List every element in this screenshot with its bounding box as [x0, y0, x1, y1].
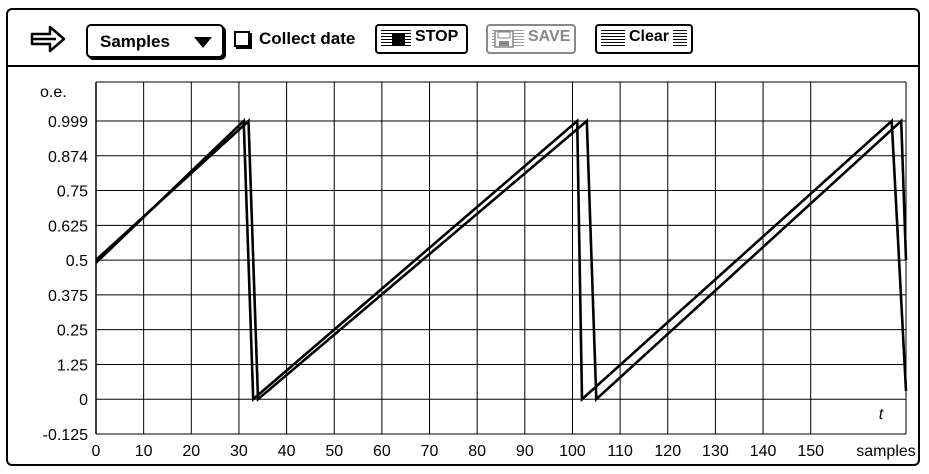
clear-button[interactable]: Clear — [595, 24, 693, 54]
y-tick-label: -0.125 — [43, 427, 88, 444]
x-axis-label: samples — [856, 443, 916, 460]
stop-button-label: STOP — [411, 28, 463, 46]
forward-arrow-icon[interactable] — [28, 23, 68, 55]
app-frame: Samples Collect date STOP SAVE Clear — [6, 8, 920, 466]
clear-button-label: Clear — [625, 28, 674, 46]
x-tick-label: 60 — [373, 443, 391, 460]
t-label: t — [879, 406, 884, 423]
floppy-disk-icon — [494, 30, 514, 48]
x-tick-label: 50 — [325, 443, 343, 460]
y-tick-label: 0.874 — [48, 149, 88, 166]
x-tick-label: 10 — [135, 443, 153, 460]
collect-date-label: Collect date — [259, 29, 356, 48]
y-tick-label: 0 — [79, 392, 88, 409]
y-tick-label: 0.625 — [48, 218, 88, 235]
mode-dropdown[interactable]: Samples — [86, 24, 224, 58]
x-tick-label: 20 — [182, 443, 200, 460]
y-axis-label: o.e. — [40, 84, 67, 101]
series-line-2 — [95, 118, 908, 403]
x-tick-label: 140 — [750, 443, 777, 460]
stop-icon — [392, 33, 405, 46]
stop-button[interactable]: STOP — [375, 24, 468, 54]
y-tick-label: 0.25 — [57, 323, 88, 340]
x-tick-label: 110 — [607, 443, 633, 460]
save-button-label: SAVE — [524, 28, 575, 46]
x-tick-label: 40 — [278, 443, 296, 460]
y-tick-label: 0.999 — [48, 114, 88, 131]
x-tick-label: 70 — [421, 443, 439, 460]
y-tick-label: 0.75 — [57, 184, 88, 201]
x-tick-label: 30 — [230, 443, 248, 460]
x-tick-label: 0 — [92, 443, 101, 460]
x-tick-label: 150 — [797, 443, 824, 460]
x-tick-label: 90 — [516, 443, 534, 460]
chart-labels: 0.9990.8740.750.6250.50.3750.251.250-0.1… — [40, 84, 916, 460]
x-tick-label: 100 — [559, 443, 586, 460]
chart-grid — [95, 81, 907, 435]
toolbar: Samples Collect date STOP SAVE Clear — [8, 10, 918, 64]
x-tick-label: 130 — [702, 443, 729, 460]
toolbar-divider — [8, 65, 918, 67]
save-button[interactable]: SAVE — [486, 24, 576, 54]
y-tick-label: 0.375 — [48, 288, 88, 305]
chart-series — [95, 118, 908, 403]
collect-date-checkbox[interactable] — [234, 31, 250, 47]
mode-dropdown-value: Samples — [100, 32, 170, 51]
y-tick-label: 1.25 — [57, 357, 88, 374]
series-line-1 — [95, 118, 908, 403]
y-tick-label: 0.5 — [66, 253, 88, 270]
x-tick-label: 120 — [654, 443, 681, 460]
x-tick-label: 80 — [468, 443, 486, 460]
chevron-down-icon — [194, 37, 212, 48]
